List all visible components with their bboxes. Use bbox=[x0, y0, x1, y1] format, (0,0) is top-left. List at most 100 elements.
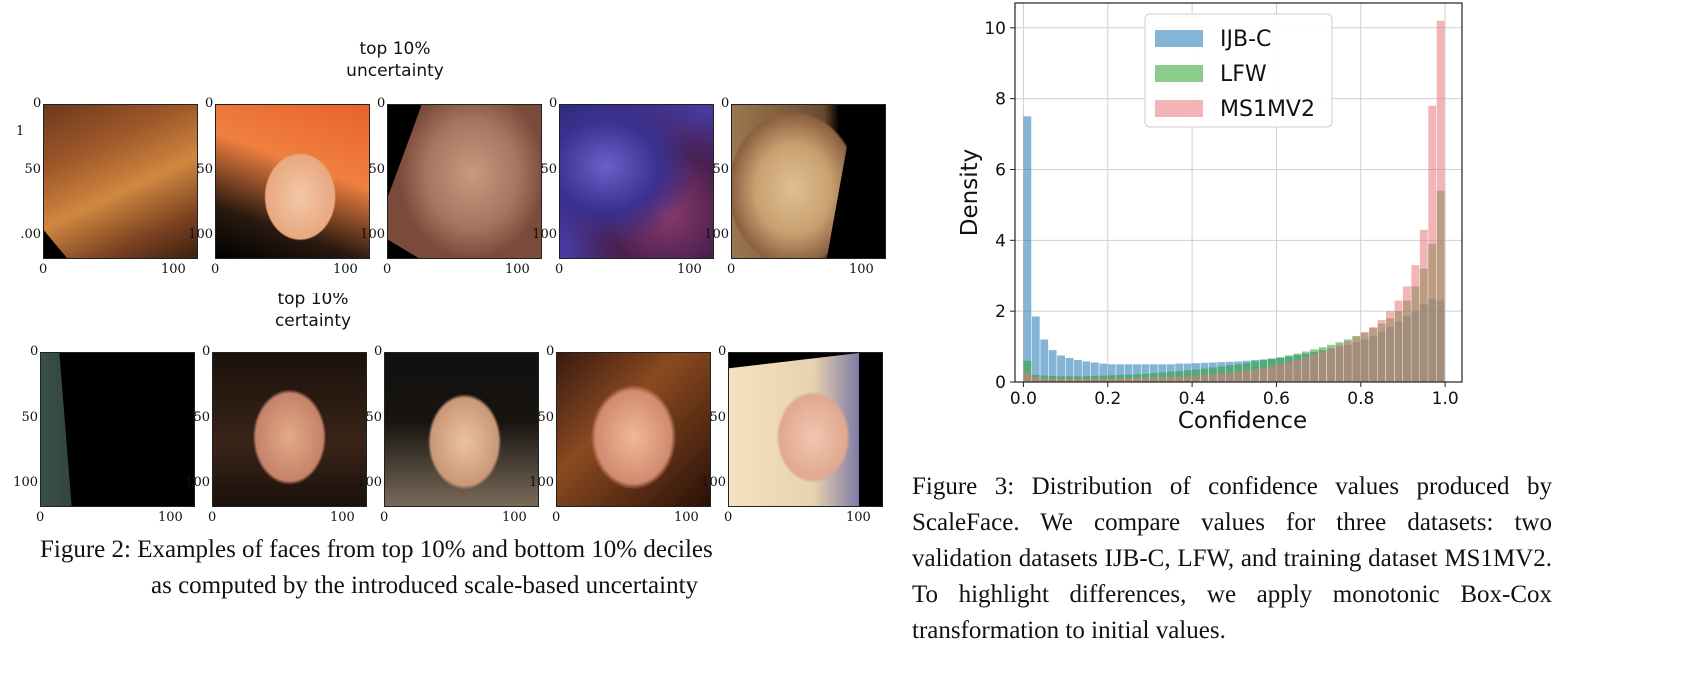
hist-bar bbox=[1074, 378, 1082, 382]
hist-bar bbox=[1023, 116, 1032, 382]
hist-bar bbox=[1284, 362, 1293, 382]
hist-bar bbox=[1183, 375, 1192, 382]
hist-bar bbox=[1301, 357, 1310, 382]
hist-bar bbox=[1310, 354, 1319, 382]
hist-bar bbox=[1377, 320, 1386, 382]
face-image bbox=[215, 104, 370, 259]
x-tick-label: 0.6 bbox=[1263, 389, 1290, 409]
axis-tick-label: 0 bbox=[555, 262, 564, 277]
axis-tick-label: 0 bbox=[36, 510, 45, 525]
face-image bbox=[40, 352, 195, 507]
x-tick-label: 0.2 bbox=[1094, 389, 1121, 409]
axis-tick-label: 100 bbox=[505, 262, 530, 277]
hist-bar bbox=[1107, 378, 1116, 382]
axis-tick-label: 0 bbox=[205, 96, 214, 111]
axis-tick-label: 100 bbox=[13, 475, 38, 490]
row-label-line: top 10% bbox=[277, 289, 349, 309]
y-axis-label: Density bbox=[957, 149, 983, 236]
y-tick-label: 2 bbox=[995, 302, 1006, 322]
hist-bar bbox=[1394, 300, 1403, 382]
hist-bar bbox=[1200, 374, 1209, 382]
face-photo bbox=[729, 353, 860, 506]
legend-label: LFW bbox=[1220, 62, 1267, 87]
hist-bar bbox=[1023, 373, 1032, 382]
hist-bar bbox=[1031, 316, 1040, 382]
hist-bar bbox=[1065, 357, 1074, 382]
axis-tick-label: 0 bbox=[549, 96, 558, 111]
x-tick-label: 1.0 bbox=[1432, 389, 1459, 409]
row-label-line: uncertainty bbox=[346, 61, 444, 81]
axis-tick-label: 100 bbox=[158, 510, 183, 525]
face-image bbox=[728, 352, 883, 507]
axis-tick-label: 0 bbox=[721, 96, 730, 111]
hist-bar bbox=[1124, 364, 1133, 382]
face-image bbox=[384, 352, 539, 507]
hist-bar bbox=[1158, 377, 1167, 382]
hist-bar bbox=[1048, 350, 1057, 382]
axis-tick-label: 100 bbox=[357, 475, 382, 490]
face-photo bbox=[560, 105, 713, 258]
y-tick-label: 4 bbox=[995, 231, 1006, 251]
axis-tick-label: 50 bbox=[712, 162, 729, 177]
hist-bar bbox=[1166, 376, 1175, 382]
axis-tick-label: 100 bbox=[529, 475, 554, 490]
hist-bar bbox=[1208, 374, 1217, 382]
figure-2-caption: Figure 2: Examples of faces from top 10%… bbox=[40, 532, 820, 604]
face-photo bbox=[557, 353, 710, 506]
axis-tick-label: 0 bbox=[211, 262, 220, 277]
hist-bar bbox=[1352, 337, 1361, 382]
hist-bar bbox=[1386, 311, 1394, 382]
axis-tick-label: 50 bbox=[24, 162, 41, 177]
axis-tick-label: 0 bbox=[383, 262, 392, 277]
axis-tick-label: 100 bbox=[701, 475, 726, 490]
hist-bar bbox=[1234, 371, 1243, 382]
hist-bar bbox=[1428, 105, 1437, 382]
axis-tick-label: 50 bbox=[537, 410, 554, 425]
hist-bar bbox=[1057, 355, 1066, 382]
legend-label: MS1MV2 bbox=[1220, 97, 1315, 122]
axis-tick-label: 50 bbox=[709, 410, 726, 425]
hist-bar bbox=[1327, 348, 1335, 382]
plot-frame bbox=[1014, 2, 1463, 383]
axis-tick-label: 100 bbox=[502, 510, 527, 525]
face-image bbox=[559, 104, 714, 259]
row-label-line: top 10% bbox=[359, 39, 431, 59]
axis-tick-label: 0 bbox=[724, 510, 733, 525]
hist-bar bbox=[1141, 364, 1150, 382]
hist-bar bbox=[1259, 367, 1268, 382]
hist-bar bbox=[1402, 286, 1411, 382]
hist-bar bbox=[1133, 364, 1141, 382]
hist-bar bbox=[1057, 378, 1066, 382]
legend-swatch bbox=[1155, 65, 1203, 82]
axis-tick-label: 0 bbox=[374, 344, 383, 359]
hist-bar bbox=[1107, 364, 1116, 382]
axis-tick-label: 50 bbox=[365, 410, 382, 425]
axis-tick-label: 50 bbox=[196, 162, 213, 177]
hist-bar bbox=[1040, 377, 1049, 382]
axis-tick-label: 100 bbox=[188, 227, 213, 242]
axis-tick-label: 0 bbox=[546, 344, 555, 359]
axis-tick-label: 100 bbox=[161, 262, 186, 277]
y-tick-label: 0 bbox=[995, 373, 1006, 393]
hist-bar bbox=[1276, 364, 1285, 382]
hist-bar bbox=[1082, 378, 1091, 382]
axis-tick-label: 0 bbox=[39, 262, 48, 277]
y-tick-label: 10 bbox=[984, 19, 1006, 39]
axis-tick-label: 0 bbox=[718, 344, 727, 359]
axis-tick-label: 0 bbox=[727, 262, 736, 277]
row-label-line: certainty bbox=[274, 311, 352, 331]
hist-bar bbox=[1065, 378, 1074, 382]
face-photo bbox=[732, 105, 855, 258]
axis-tick-label: 100 bbox=[532, 227, 557, 242]
hist-bar bbox=[1335, 344, 1344, 382]
row-label-uncertainty: top 10% uncertainty bbox=[330, 38, 460, 82]
figure-3-caption: Figure 3: Distribution of confidence val… bbox=[912, 473, 1552, 644]
axis-tick-label: 50 bbox=[21, 410, 38, 425]
legend-label: IJB-C bbox=[1220, 27, 1271, 52]
hist-bar bbox=[1411, 265, 1420, 382]
hist-bar bbox=[1192, 375, 1200, 382]
hist-bar bbox=[1031, 376, 1040, 382]
hist-bar bbox=[1268, 366, 1276, 382]
face-image bbox=[556, 352, 711, 507]
axis-tick-label: 0 bbox=[208, 510, 217, 525]
